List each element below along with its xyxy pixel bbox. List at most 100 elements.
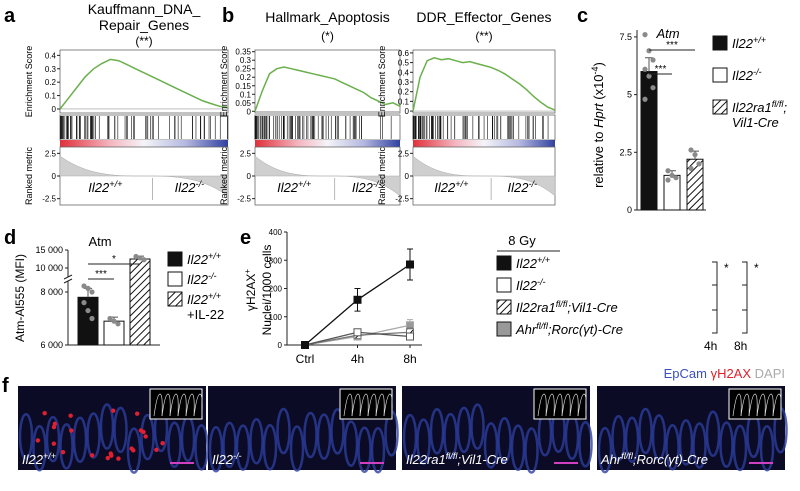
x-tick-label: 8h	[403, 352, 416, 366]
inset-outline	[177, 393, 187, 417]
positive-nucleus	[160, 441, 165, 446]
text-part: Il22	[434, 180, 456, 195]
y-tick-label: 2.5	[45, 149, 57, 158]
bar	[103, 320, 125, 346]
y-tick-label: 8 000	[40, 287, 63, 297]
genotype-label: Il22+/+	[187, 291, 221, 307]
y-tick-label: 2.5	[619, 147, 632, 157]
significance-bracket	[742, 261, 748, 334]
crypt	[99, 403, 115, 450]
data-point	[688, 165, 694, 172]
crypt	[370, 426, 386, 474]
data-point	[692, 152, 698, 158]
inset-outline	[553, 393, 563, 417]
positive-nucleus	[51, 441, 57, 446]
positive-nucleus	[51, 424, 57, 430]
data-point	[81, 283, 87, 289]
y-axis-label: Atm-Al555 (MFI)	[13, 254, 27, 342]
y-tick-label: 0.35	[235, 48, 251, 57]
marker	[353, 328, 362, 337]
y-tick-label: 0.1	[240, 90, 252, 99]
significance: (*)	[321, 29, 334, 43]
text-part: -/-	[196, 179, 205, 189]
genotype-label: Il22+/+	[516, 255, 550, 271]
genotype-label: Il22-/-	[508, 179, 538, 195]
marker	[353, 295, 362, 304]
text-part: +/+	[208, 291, 221, 301]
data-point	[669, 172, 675, 178]
panel-letter: c	[577, 5, 588, 27]
genotype-label: Il22-/-	[352, 179, 382, 195]
panel-letter: e	[240, 227, 251, 249]
y-tick-label: 400	[269, 228, 283, 237]
legend-title: 8 Gy	[508, 233, 536, 248]
crypt	[235, 424, 251, 471]
text-part: )	[591, 62, 606, 66]
text-part: Il22	[516, 278, 538, 293]
inset-outline	[359, 393, 369, 417]
y-tick-label: 0.25	[235, 65, 251, 74]
data-point	[141, 257, 147, 263]
text-part: -/-	[753, 67, 762, 77]
enrichment-curve	[254, 66, 401, 112]
y-tick-label: -2.5	[237, 195, 251, 204]
crypt	[705, 410, 721, 457]
y-tick-label: 0.1	[45, 92, 57, 101]
crypt	[416, 418, 431, 465]
y-axis-label: Ranked metric	[219, 146, 229, 205]
legend-swatch	[496, 321, 512, 337]
data-point	[133, 253, 139, 260]
inset-outline	[351, 393, 361, 417]
significance: ***	[655, 64, 667, 75]
axis-break-gap	[64, 277, 72, 281]
y-tick-label: 0.4	[398, 68, 410, 77]
inset-outline	[545, 393, 555, 417]
data-point	[85, 307, 91, 314]
rank-colorbar	[60, 140, 228, 147]
y-tick-label: 0.2	[240, 73, 252, 82]
y-tick-label: 100	[269, 313, 283, 322]
stain-legend: EpCam γH2AX DAPI	[664, 366, 785, 381]
text-part: -/-	[529, 179, 538, 189]
y-tick-label: 2.5	[398, 149, 410, 158]
data-point	[650, 85, 656, 91]
crypt	[86, 412, 101, 459]
legend-swatch	[712, 99, 728, 115]
y-tick-label: 0.4	[45, 51, 57, 60]
crypt	[276, 407, 291, 455]
text-part: Il22	[352, 180, 374, 195]
gsea-title: Repair_Genes	[99, 17, 189, 33]
inset-outline	[577, 393, 587, 417]
crypt	[483, 422, 499, 469]
crypt	[113, 406, 128, 454]
inset-outline	[367, 393, 377, 417]
panel-letter: a	[4, 5, 16, 27]
gsea-title: Hallmark_Apoptosis	[265, 9, 390, 25]
crypt	[456, 406, 472, 454]
text-part: Il22	[88, 180, 110, 195]
positive-nucleus	[154, 447, 159, 453]
y-tick-label: 0.5	[398, 59, 410, 68]
positive-nucleus	[89, 453, 95, 458]
positive-nucleus	[143, 434, 148, 439]
genotype-label: Ahrfl/fl;Rorc(γt)-Cre	[515, 321, 623, 337]
crypt	[402, 413, 418, 461]
text-part: ;Rorc(γt)-Cre	[548, 322, 623, 337]
significance: *	[754, 261, 759, 275]
text-part: -/-	[233, 451, 242, 461]
data-point	[81, 300, 87, 306]
y-tick-label: 0	[627, 205, 632, 215]
legend-swatch	[496, 255, 512, 271]
text-part: +/+	[537, 255, 550, 265]
crypt	[59, 423, 74, 470]
data-point	[673, 175, 679, 181]
crypt	[510, 424, 526, 471]
y-tick-label: -2.5	[42, 195, 56, 204]
crypt	[72, 416, 88, 464]
crypt	[611, 414, 626, 462]
positive-nucleus	[134, 411, 140, 416]
enrichment-curve	[412, 57, 556, 112]
y-tick-label: 0	[247, 172, 252, 181]
y-tick-label: 0.3	[45, 65, 57, 74]
panel-letter: d	[4, 227, 16, 249]
